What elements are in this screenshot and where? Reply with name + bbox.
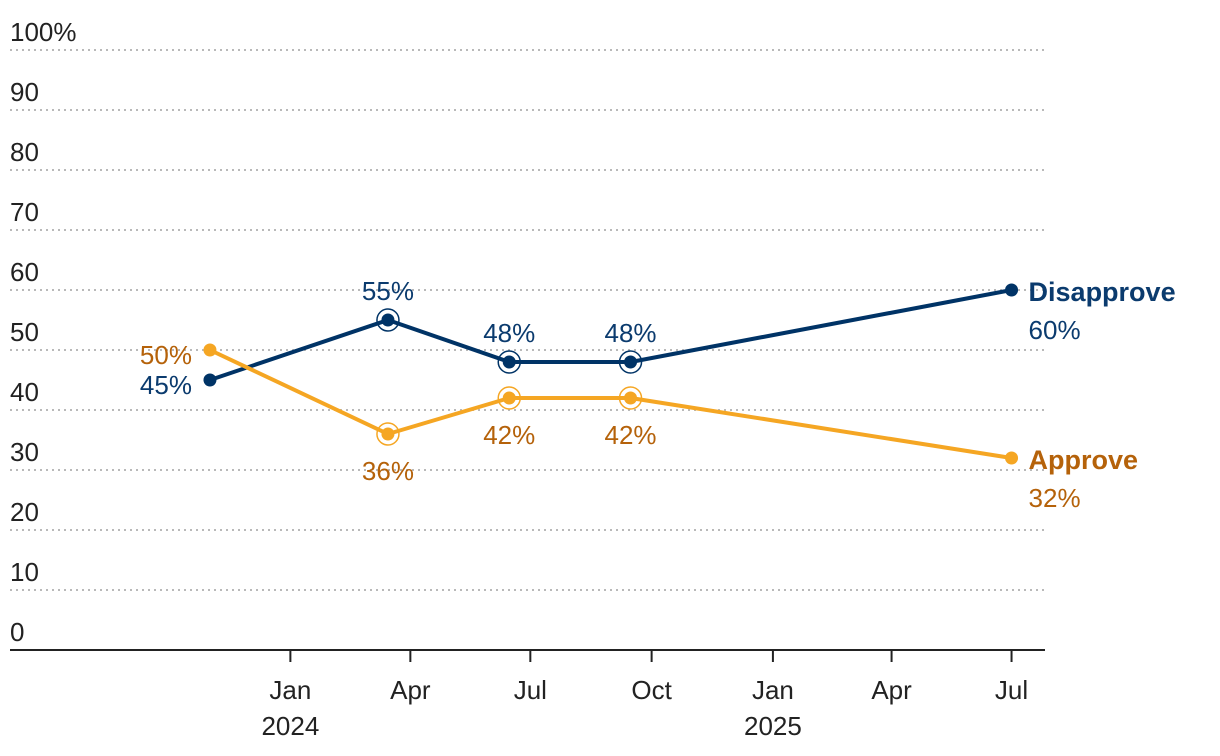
y-axis: 0 10 20 30 40 50 60 70 80 90 100% — [10, 17, 77, 647]
approve-end-value: 32% — [1029, 483, 1081, 513]
disapprove-point — [203, 373, 217, 387]
approve-point-ring — [618, 386, 643, 410]
approve-series-label: Approve — [1029, 445, 1139, 475]
y-tick-label: 10 — [10, 557, 39, 587]
x-tick-label: Apr — [871, 675, 912, 705]
y-tick-label: 70 — [10, 197, 39, 227]
x-tick-label: Jan — [752, 675, 794, 705]
y-tick-label: 100% — [10, 17, 77, 47]
x-tick-label: Jan — [269, 675, 311, 705]
y-tick-label: 80 — [10, 137, 39, 167]
approve-point — [502, 391, 516, 405]
approve-point-ring — [497, 386, 521, 410]
x-tick-label: Oct — [631, 675, 672, 705]
approve-point — [381, 427, 395, 441]
disapprove-point — [1005, 283, 1019, 297]
disapprove-point — [624, 355, 638, 369]
approve-data-label: 50% — [140, 340, 192, 370]
disapprove-data-label: 48% — [483, 318, 535, 348]
approve-point — [1005, 451, 1019, 465]
y-tick-label: 40 — [10, 377, 39, 407]
approve-data-label: 42% — [483, 420, 535, 450]
disapprove-series-label: Disapprove — [1029, 277, 1176, 307]
y-tick-label: 20 — [10, 497, 39, 527]
disapprove-point — [502, 355, 516, 369]
disapprove-point — [381, 313, 395, 327]
approve-point — [203, 343, 217, 357]
x-tick-year-label: 2024 — [261, 711, 319, 741]
series-lines — [203, 283, 1019, 465]
disapprove-point-ring — [618, 350, 643, 374]
y-tick-label: 0 — [10, 617, 24, 647]
x-tick-label: Jul — [995, 675, 1028, 705]
x-tick-label: Jul — [514, 675, 547, 705]
x-tick-year-label: 2025 — [744, 711, 802, 741]
approve-point-ring — [376, 422, 400, 446]
y-tick-label: 30 — [10, 437, 39, 467]
y-tick-label: 90 — [10, 77, 39, 107]
gridlines — [10, 49, 1045, 591]
disapprove-data-label: 55% — [362, 276, 414, 306]
approve-point — [624, 391, 638, 405]
approve-data-label: 42% — [605, 420, 657, 450]
disapprove-point-ring — [376, 308, 400, 332]
x-axis: Jan 2024 Apr Jul Oct Jan 2025 Apr Jul — [10, 649, 1045, 741]
data-labels: 45% 55% 48% 48% Disapprove 60% 50% 36% 42% 42% App… — [140, 276, 1176, 513]
x-tick-label: Apr — [390, 675, 431, 705]
disapprove-end-value: 60% — [1029, 315, 1081, 345]
disapprove-point-ring — [497, 350, 521, 374]
y-tick-label: 50 — [10, 317, 39, 347]
disapprove-data-label: 48% — [605, 318, 657, 348]
disapprove-data-label: 45% — [140, 370, 192, 400]
y-tick-label: 60 — [10, 257, 39, 287]
approve-data-label: 36% — [362, 456, 414, 486]
